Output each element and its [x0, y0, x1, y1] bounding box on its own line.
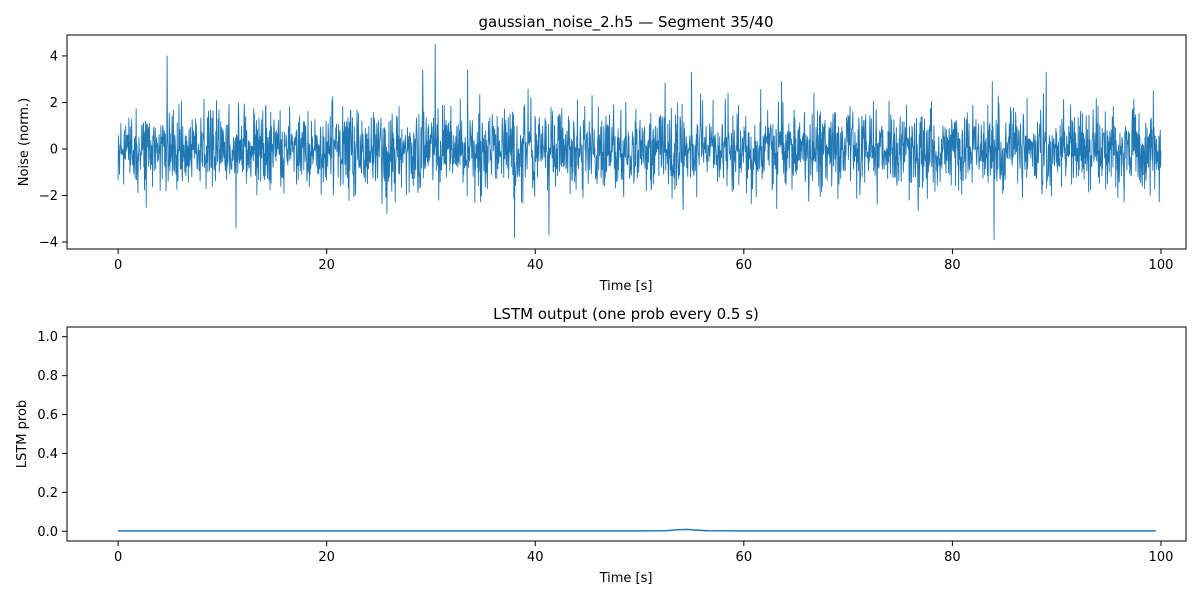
lstm-y-axis-label: LSTM prob — [15, 400, 30, 468]
y-tick-label: 0.6 — [37, 408, 58, 423]
noise-line — [117, 43, 1162, 241]
noise-series — [117, 43, 1162, 241]
y-tick-label: −4 — [39, 236, 58, 251]
lstm-y-ticks: 0.0 0.2 0.4 0.6 0.8 1.0 — [37, 330, 67, 540]
lstm-x-axis-label: Time [s] — [599, 571, 653, 586]
y-tick-label: 1.0 — [37, 330, 58, 345]
x-tick-label: 20 — [318, 258, 335, 273]
x-tick-label: 60 — [736, 258, 753, 273]
x-tick-label: 0 — [114, 550, 122, 565]
y-tick-label: 0.8 — [37, 369, 58, 384]
x-tick-label: 100 — [1149, 550, 1174, 565]
y-tick-label: 0.0 — [37, 525, 58, 540]
y-tick-label: 0.2 — [37, 486, 58, 501]
lstm-plot-frame — [66, 326, 1187, 542]
x-tick-label: 40 — [527, 258, 544, 273]
x-tick-label: 60 — [736, 550, 753, 565]
noise-x-axis-label: Time [s] — [599, 279, 653, 294]
lstm-prob-line — [118, 528, 1156, 532]
x-tick-label: 100 — [1149, 258, 1174, 273]
y-tick-label: 0 — [50, 142, 58, 157]
noise-x-ticks: 0 20 40 60 80 100 — [114, 249, 1173, 273]
x-tick-label: 20 — [318, 550, 335, 565]
x-tick-label: 40 — [527, 550, 544, 565]
lstm-chart: LSTM output (one prob every 0.5 s) 0 20 40… — [15, 305, 1187, 586]
noise-plot-frame — [66, 34, 1187, 250]
y-tick-label: 0.4 — [37, 447, 58, 462]
y-tick-label: 4 — [50, 49, 58, 64]
lstm-series — [118, 528, 1156, 532]
lstm-x-ticks: 0 20 40 60 80 100 — [114, 541, 1173, 565]
y-tick-label: 2 — [50, 96, 58, 111]
noise-y-axis-label: Noise (norm.) — [17, 98, 32, 186]
y-tick-label: −2 — [39, 189, 58, 204]
x-tick-label: 80 — [944, 258, 961, 273]
noise-chart: gaussian_noise_2.h5 — Segment 35/40 0 20 4… — [17, 13, 1187, 294]
noise-chart-title: gaussian_noise_2.h5 — Segment 35/40 — [478, 13, 773, 32]
noise-y-ticks: −4 −2 0 2 4 — [39, 49, 67, 251]
x-tick-label: 80 — [944, 550, 961, 565]
x-tick-label: 0 — [114, 258, 122, 273]
lstm-chart-title: LSTM output (one prob every 0.5 s) — [493, 305, 759, 323]
